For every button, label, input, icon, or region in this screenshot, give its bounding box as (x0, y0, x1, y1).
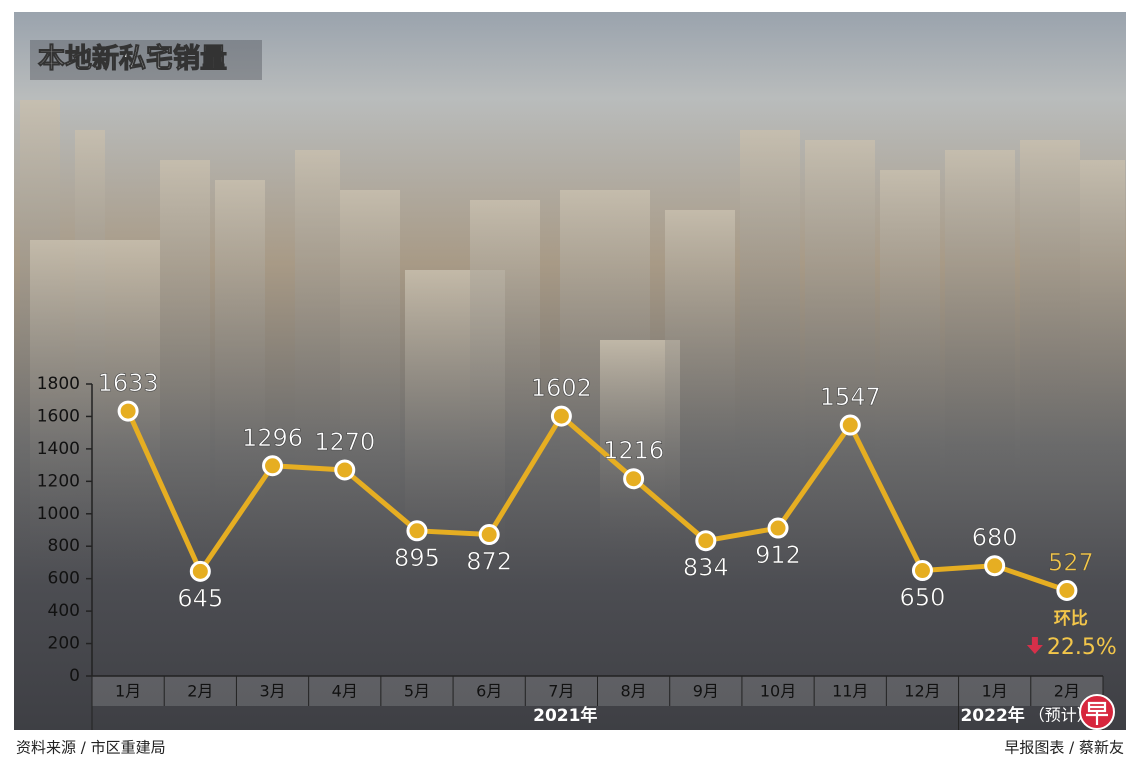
y-tick-label: 1200 (37, 471, 80, 491)
data-point (911, 560, 933, 582)
data-label: 1602 (531, 374, 592, 402)
x-tick-label: 8月 (621, 682, 647, 701)
data-point (695, 530, 717, 552)
data-label: 1216 (603, 437, 664, 465)
data-label: 895 (394, 544, 440, 572)
data-label: 650 (900, 584, 946, 612)
y-tick-label: 200 (48, 634, 80, 654)
y-tick-label: 1000 (37, 504, 80, 524)
year-note: （预计） (1029, 706, 1093, 725)
data-point (550, 405, 572, 427)
y-tick-label: 400 (48, 601, 80, 621)
data-point (334, 459, 356, 481)
annotation-change: 22.5% (1047, 635, 1117, 660)
data-point (1056, 580, 1078, 602)
x-tick-label: 2月 (1054, 682, 1080, 701)
data-point (984, 555, 1006, 577)
data-point (262, 455, 284, 477)
data-label: 872 (466, 548, 512, 576)
y-tick-label: 800 (48, 536, 80, 556)
x-tick-label: 12月 (904, 682, 940, 701)
data-label: 912 (755, 541, 801, 569)
data-label: 834 (683, 554, 729, 582)
x-tick-label: 3月 (259, 682, 285, 701)
data-label: 527 (1048, 549, 1094, 577)
data-point (839, 414, 861, 436)
data-point (117, 400, 139, 422)
y-tick-label: 600 (48, 569, 80, 589)
data-line (125, 410, 1068, 593)
x-tick-label: 4月 (332, 682, 358, 701)
x-tick-label: 5月 (404, 682, 430, 701)
credit: 早报图表 / 蔡新友 (1004, 739, 1124, 757)
data-label: 645 (177, 584, 223, 612)
x-tick-label: 10月 (760, 682, 796, 701)
chart-title: 本地新私宅销量 (38, 43, 227, 75)
data-label: 1270 (314, 428, 375, 456)
x-tick-label: 9月 (693, 682, 719, 701)
source: 资料来源 / 市区重建局 (16, 739, 166, 757)
annotation-label: 环比 (1054, 608, 1088, 629)
data-point (767, 517, 789, 539)
x-tick-label: 2月 (187, 682, 213, 701)
x-tick-label: 1月 (982, 682, 1008, 701)
y-tick-label: 1400 (37, 439, 80, 459)
data-point (406, 520, 428, 542)
data-label: 1547 (820, 383, 881, 411)
logo-glyph (1086, 701, 1108, 725)
year-label: 2022年 (960, 705, 1024, 726)
x-tick-label: 1月 (115, 682, 141, 701)
x-tick-label: 11月 (832, 682, 868, 701)
down-arrow (1026, 637, 1043, 654)
data-label: 1633 (98, 369, 159, 397)
x-tick-label: 6月 (476, 682, 502, 701)
data-label: 680 (972, 524, 1018, 552)
data-point (623, 468, 645, 490)
y-tick-label: 1600 (37, 406, 80, 426)
x-tick-label: 7月 (548, 682, 574, 701)
year-label: 2021年 (533, 705, 597, 726)
y-tick-label: 1800 (37, 374, 80, 394)
skyline (20, 100, 1125, 570)
data-point (189, 560, 211, 582)
y-tick-label: 0 (69, 666, 80, 686)
title-backdrop (30, 40, 262, 80)
data-point (478, 524, 500, 546)
data-label: 1296 (242, 424, 303, 452)
